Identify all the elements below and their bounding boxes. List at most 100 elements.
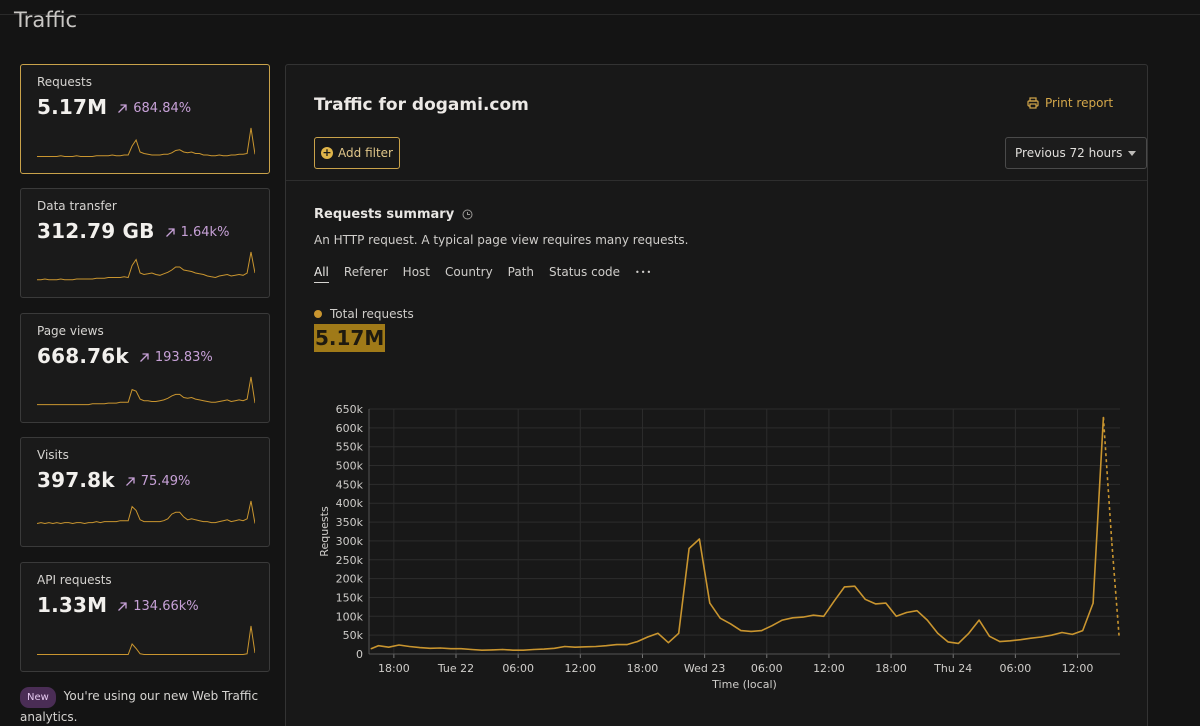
x-tick-label: 18:00	[378, 662, 410, 675]
card-label: Visits	[37, 448, 69, 462]
data-point	[999, 641, 1001, 643]
x-tick-label: 12:00	[1062, 662, 1094, 675]
data-point	[947, 641, 949, 643]
data-point	[636, 641, 638, 643]
data-point	[471, 648, 473, 651]
new-note-text: You're using our new Web Traffic analyti…	[20, 689, 259, 724]
data-point	[1082, 630, 1084, 632]
data-point	[450, 648, 452, 650]
data-point	[740, 630, 742, 632]
arrow-up-right-icon	[118, 104, 127, 113]
tab-country[interactable]: Country	[445, 265, 493, 279]
chart-legend: Total requests	[314, 307, 414, 321]
period-select[interactable]: Previous 72 hours	[1005, 137, 1147, 169]
card-value: 1.33M	[37, 593, 108, 617]
data-point	[833, 600, 835, 602]
tab-referer[interactable]: Referer	[343, 265, 388, 279]
card-change: 75.49%	[125, 474, 191, 489]
x-tick-label: Tue 22	[437, 662, 474, 675]
more-tabs-button[interactable]: •••	[635, 268, 653, 277]
sparkline	[37, 625, 255, 655]
y-tick-label: 650k	[336, 403, 364, 416]
data-point	[595, 645, 597, 648]
card-row: 668.76k 193.83%	[37, 344, 253, 368]
data-point	[370, 648, 372, 650]
tab-path[interactable]: Path	[507, 265, 535, 279]
x-tick-label: 18:00	[875, 662, 907, 675]
print-report-label: Print report	[1045, 96, 1114, 110]
data-point	[937, 632, 939, 634]
data-point	[512, 649, 514, 651]
card-row: 312.79 GB 1.64k%	[37, 219, 253, 243]
sparkline-path	[37, 500, 255, 525]
breakdown-tabs: All Referer Host Country Path Status code •••	[314, 265, 667, 283]
y-tick-label: 400k	[336, 497, 364, 510]
sparkline	[37, 251, 255, 281]
add-filter-button[interactable]: + Add filter	[314, 137, 400, 169]
traffic-panel: Traffic for dogami.com Print report + Ad…	[285, 64, 1148, 726]
card-value: 668.76k	[37, 344, 129, 368]
data-point	[1071, 633, 1073, 635]
card-change-value: 684.84%	[133, 101, 192, 116]
x-axis-title: Time (local)	[711, 678, 777, 691]
add-filter-label: Add filter	[338, 146, 393, 160]
data-point	[843, 586, 846, 588]
summary-title-text: Requests summary	[314, 207, 455, 222]
data-point	[750, 630, 752, 632]
metric-card-api-requests[interactable]: API requests 1.33M 134.66k%	[20, 562, 270, 672]
card-label: Page views	[37, 324, 104, 338]
y-tick-label: 250k	[336, 554, 364, 567]
card-change: 684.84%	[117, 101, 191, 116]
sparkline-path	[37, 625, 255, 655]
data-point	[1020, 639, 1022, 641]
data-point	[926, 619, 928, 621]
metric-card-page-views[interactable]: Page views 668.76k 193.83%	[20, 313, 270, 423]
data-point	[885, 602, 887, 604]
data-point	[874, 603, 877, 605]
y-tick-label: 100k	[336, 610, 364, 623]
tab-status-code[interactable]: Status code	[549, 265, 621, 279]
metric-card-visits[interactable]: Visits 397.8k 75.49%	[20, 437, 270, 547]
print-report-button[interactable]: Print report	[1027, 96, 1147, 110]
card-row: 397.8k 75.49%	[37, 468, 253, 492]
data-point	[1102, 416, 1104, 418]
data-point	[895, 615, 897, 617]
tab-host[interactable]: Host	[402, 265, 430, 279]
data-point	[698, 538, 700, 540]
data-point	[802, 616, 804, 618]
card-label: API requests	[37, 573, 112, 587]
data-point	[481, 649, 483, 651]
sparkline-path	[37, 251, 255, 281]
data-point	[1030, 637, 1032, 639]
new-badge: New	[20, 687, 56, 708]
sparkline	[37, 376, 255, 406]
y-tick-label: 300k	[336, 535, 364, 548]
data-point	[667, 642, 669, 644]
data-point	[792, 617, 794, 619]
data-point	[781, 619, 783, 621]
data-point	[978, 619, 980, 621]
arrow-up-right-icon	[118, 602, 127, 611]
x-tick-label: 12:00	[564, 662, 596, 675]
tab-all[interactable]: All	[314, 265, 329, 283]
card-row: 5.17M 684.84%	[37, 95, 253, 119]
y-tick-label: 200k	[336, 573, 364, 586]
card-change-value: 75.49%	[140, 474, 191, 489]
card-change: 1.64k%	[165, 225, 229, 240]
data-point	[502, 648, 504, 651]
requests-summary-title: Requests summary	[314, 207, 473, 222]
data-point	[823, 615, 825, 617]
data-point	[616, 644, 618, 646]
caret-down-icon	[1128, 150, 1136, 156]
y-tick-label: 50k	[343, 629, 364, 642]
metric-card-requests[interactable]: Requests 5.17M 684.84%	[20, 64, 270, 174]
metric-card-data-transfer[interactable]: Data transfer 312.79 GB 1.64k%	[20, 188, 270, 298]
card-change: 193.83%	[139, 350, 213, 365]
series-line-total-requests	[370, 417, 1105, 652]
data-point	[1040, 636, 1042, 638]
data-point	[522, 649, 524, 651]
data-point	[761, 630, 763, 632]
panel-divider	[286, 180, 1147, 181]
data-point	[388, 646, 390, 648]
printer-icon	[1027, 97, 1039, 109]
